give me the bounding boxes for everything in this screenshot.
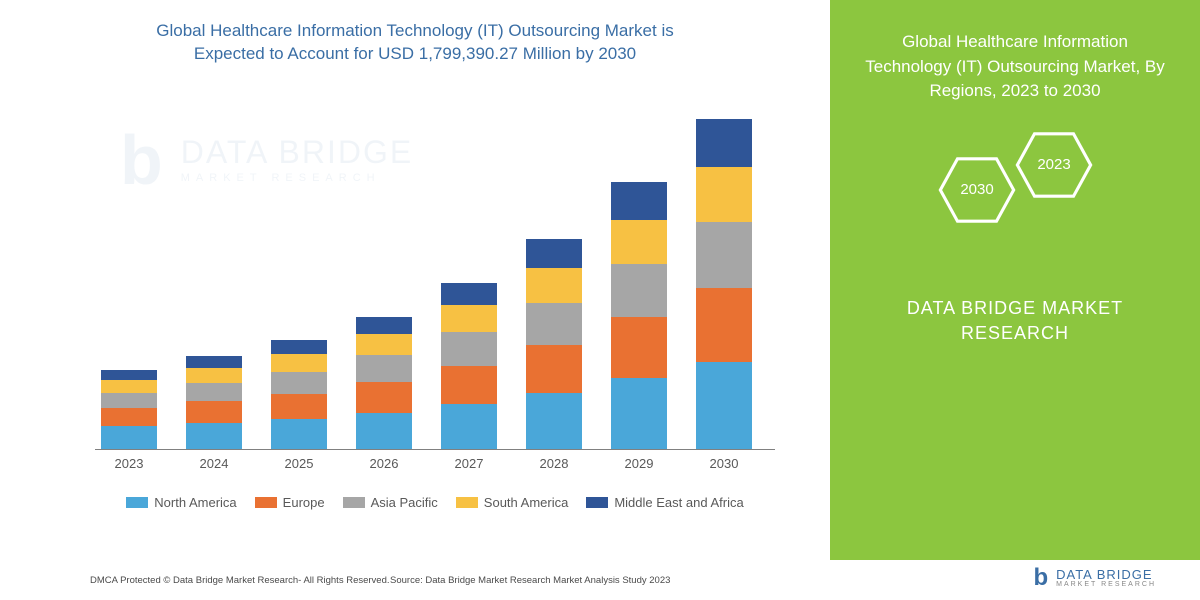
- bar-segment: [526, 268, 582, 303]
- legend-label: Europe: [283, 495, 325, 510]
- side-brand-line2: RESEARCH: [858, 321, 1172, 346]
- footer-logo-icon: b: [1033, 564, 1048, 592]
- side-brand: DATA BRIDGE MARKET RESEARCH: [858, 296, 1172, 346]
- bar-group: [356, 317, 412, 449]
- bar-segment: [101, 380, 157, 393]
- bar-segment: [271, 394, 327, 419]
- x-axis-label: 2025: [271, 456, 327, 471]
- bar-segment: [271, 419, 327, 449]
- legend-swatch: [456, 497, 478, 508]
- bar-segment: [101, 426, 157, 449]
- footer-bar: DMCA Protected © Data Bridge Market Rese…: [0, 560, 1200, 600]
- hex-label-b: 2023: [1037, 156, 1070, 173]
- hex-label-a: 2030: [960, 181, 993, 198]
- bar-segment: [101, 370, 157, 380]
- chart-plot-area: 2023 2024 2025 2026 2027 2028 2029 2030: [95, 120, 775, 480]
- hex-badge-group: 2030 2023: [920, 126, 1110, 226]
- legend-item: North America: [126, 495, 236, 510]
- hex-badge-2030: 2030: [938, 156, 1016, 224]
- x-axis-label: 2029: [611, 456, 667, 471]
- bar-segment: [186, 383, 242, 401]
- bar-segment: [611, 317, 667, 378]
- bar-group: [611, 182, 667, 449]
- bar-segment: [696, 362, 752, 449]
- bar-segment: [356, 382, 412, 412]
- bar-segment: [271, 354, 327, 372]
- legend-label: North America: [154, 495, 236, 510]
- bar-segment: [526, 393, 582, 449]
- chart-legend: North America Europe Asia Pacific South Ame…: [95, 495, 775, 510]
- x-axis-label: 2024: [186, 456, 242, 471]
- bar-segment: [186, 368, 242, 384]
- legend-item: Middle East and Africa: [586, 495, 743, 510]
- bar-segment: [441, 332, 497, 366]
- bar-segment: [271, 340, 327, 354]
- bar-group: [526, 239, 582, 449]
- legend-swatch: [586, 497, 608, 508]
- footer-source: Source: Data Bridge Market Research Mark…: [390, 575, 670, 586]
- bar-segment: [186, 356, 242, 367]
- bar-segment: [356, 317, 412, 334]
- footer-dmca: DMCA Protected © Data Bridge Market Rese…: [90, 575, 390, 586]
- bar-segment: [101, 408, 157, 426]
- chart-plot: [95, 120, 775, 450]
- chart-panel: Global Healthcare Information Technology…: [0, 0, 830, 560]
- legend-swatch: [343, 497, 365, 508]
- legend-item: South America: [456, 495, 569, 510]
- bar-segment: [611, 220, 667, 264]
- bar-segment: [356, 355, 412, 382]
- bar-segment: [356, 413, 412, 449]
- hex-badge-2023: 2023: [1015, 131, 1093, 199]
- bar-segment: [441, 366, 497, 404]
- legend-item: Europe: [255, 495, 325, 510]
- footer-logo: b DATA BRIDGE MARKET RESEARCH: [1033, 564, 1156, 592]
- footer-logo-line1: DATA BRIDGE: [1056, 568, 1156, 581]
- legend-swatch: [126, 497, 148, 508]
- footer-logo-line2: MARKET RESEARCH: [1056, 581, 1156, 588]
- side-title: Global Healthcare Information Technology…: [858, 30, 1172, 104]
- bar-group: [271, 340, 327, 449]
- x-axis-label: 2027: [441, 456, 497, 471]
- bar-segment: [186, 423, 242, 449]
- x-axis-label: 2026: [356, 456, 412, 471]
- legend-item: Asia Pacific: [343, 495, 438, 510]
- bar-group: [696, 119, 752, 449]
- bar-segment: [611, 182, 667, 219]
- bar-segment: [441, 404, 497, 449]
- bar-group: [186, 356, 242, 449]
- bar-segment: [696, 167, 752, 222]
- bar-segment: [526, 239, 582, 268]
- bar-group: [441, 283, 497, 449]
- bar-segment: [186, 401, 242, 423]
- chart-title: Global Healthcare Information Technology…: [0, 0, 830, 66]
- bar-segment: [356, 334, 412, 356]
- legend-label: South America: [484, 495, 569, 510]
- bar-segment: [696, 288, 752, 362]
- legend-label: Middle East and Africa: [614, 495, 743, 510]
- bar-segment: [696, 222, 752, 288]
- side-brand-line1: DATA BRIDGE MARKET: [858, 296, 1172, 321]
- x-axis-label: 2023: [101, 456, 157, 471]
- bar-segment: [696, 119, 752, 167]
- bar-segment: [101, 393, 157, 409]
- bar-segment: [611, 264, 667, 318]
- bar-segment: [526, 303, 582, 345]
- legend-label: Asia Pacific: [371, 495, 438, 510]
- bar-segment: [611, 378, 667, 449]
- legend-swatch: [255, 497, 277, 508]
- x-axis-label: 2028: [526, 456, 582, 471]
- x-axis-label: 2030: [696, 456, 752, 471]
- side-panel: Global Healthcare Information Technology…: [830, 0, 1200, 560]
- bar-segment: [441, 283, 497, 306]
- bar-segment: [526, 345, 582, 393]
- bar-group: [101, 370, 157, 449]
- bar-segment: [441, 305, 497, 332]
- bar-segment: [271, 372, 327, 394]
